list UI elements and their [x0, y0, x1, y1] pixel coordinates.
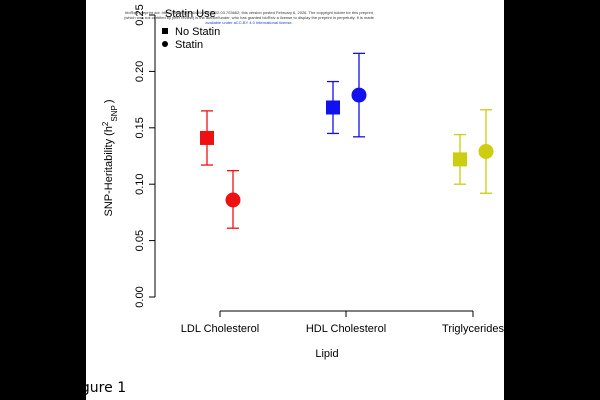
x-axis-label: Lipid — [315, 348, 338, 360]
legend-square-icon — [162, 28, 168, 34]
y-tick-label: 0.20 — [134, 61, 146, 82]
data-point-square — [326, 100, 340, 115]
y-tick-label: 0.15 — [134, 117, 146, 138]
preprint-notice-line-2: (which was not certified by peer review)… — [124, 15, 374, 20]
preprint-notice: bioRxiv preprint doi: https://doi.org/10… — [118, 10, 380, 25]
y-axis-label-sup: 2 — [101, 121, 110, 126]
figure-label-text: Figure 1 — [70, 380, 127, 396]
y-axis-label-sub: SNP — [110, 105, 119, 121]
y-tick-label: 0.10 — [134, 173, 146, 194]
legend-entry-label: Statin — [175, 39, 203, 51]
x-tick-label: LDL Cholesterol — [181, 323, 259, 335]
x-tick-label: HDL Cholesterol — [306, 323, 386, 335]
x-tick-label: Triglycerides — [442, 323, 504, 335]
y-tick-label: 0.00 — [134, 286, 146, 307]
data-point-circle — [478, 143, 494, 159]
y-axis-label-close: ) — [103, 99, 115, 103]
data-point-circle — [225, 192, 241, 208]
axes: 0.00 0.05 0.10 0.15 0.20 0.25 LDL Cholesterol H… — [134, 4, 504, 335]
y-tick-label: 0.05 — [134, 230, 146, 251]
chart-marks — [200, 52, 494, 229]
data-point-circle — [351, 87, 367, 103]
preprint-notice-line-1: bioRxiv preprint doi: https://doi.org/10… — [125, 10, 373, 15]
data-point-square — [200, 130, 214, 145]
y-tick-label: 0.25 — [134, 4, 146, 25]
legend-circle-icon — [162, 41, 168, 47]
figure-page — [86, 0, 504, 400]
preprint-notice-line-3: available under aCC-BY 4.0 International… — [205, 20, 293, 25]
data-point-square — [453, 152, 467, 167]
y-axis-label-main: SNP-Heritability (h — [103, 126, 115, 216]
legend-entry-label: No Statin — [175, 26, 220, 38]
legend-title: Statin Use — [165, 8, 216, 20]
y-axis-label: SNP-Heritability (h2SNP) — [101, 99, 119, 216]
figure-label: Figure 1 — [70, 380, 126, 396]
